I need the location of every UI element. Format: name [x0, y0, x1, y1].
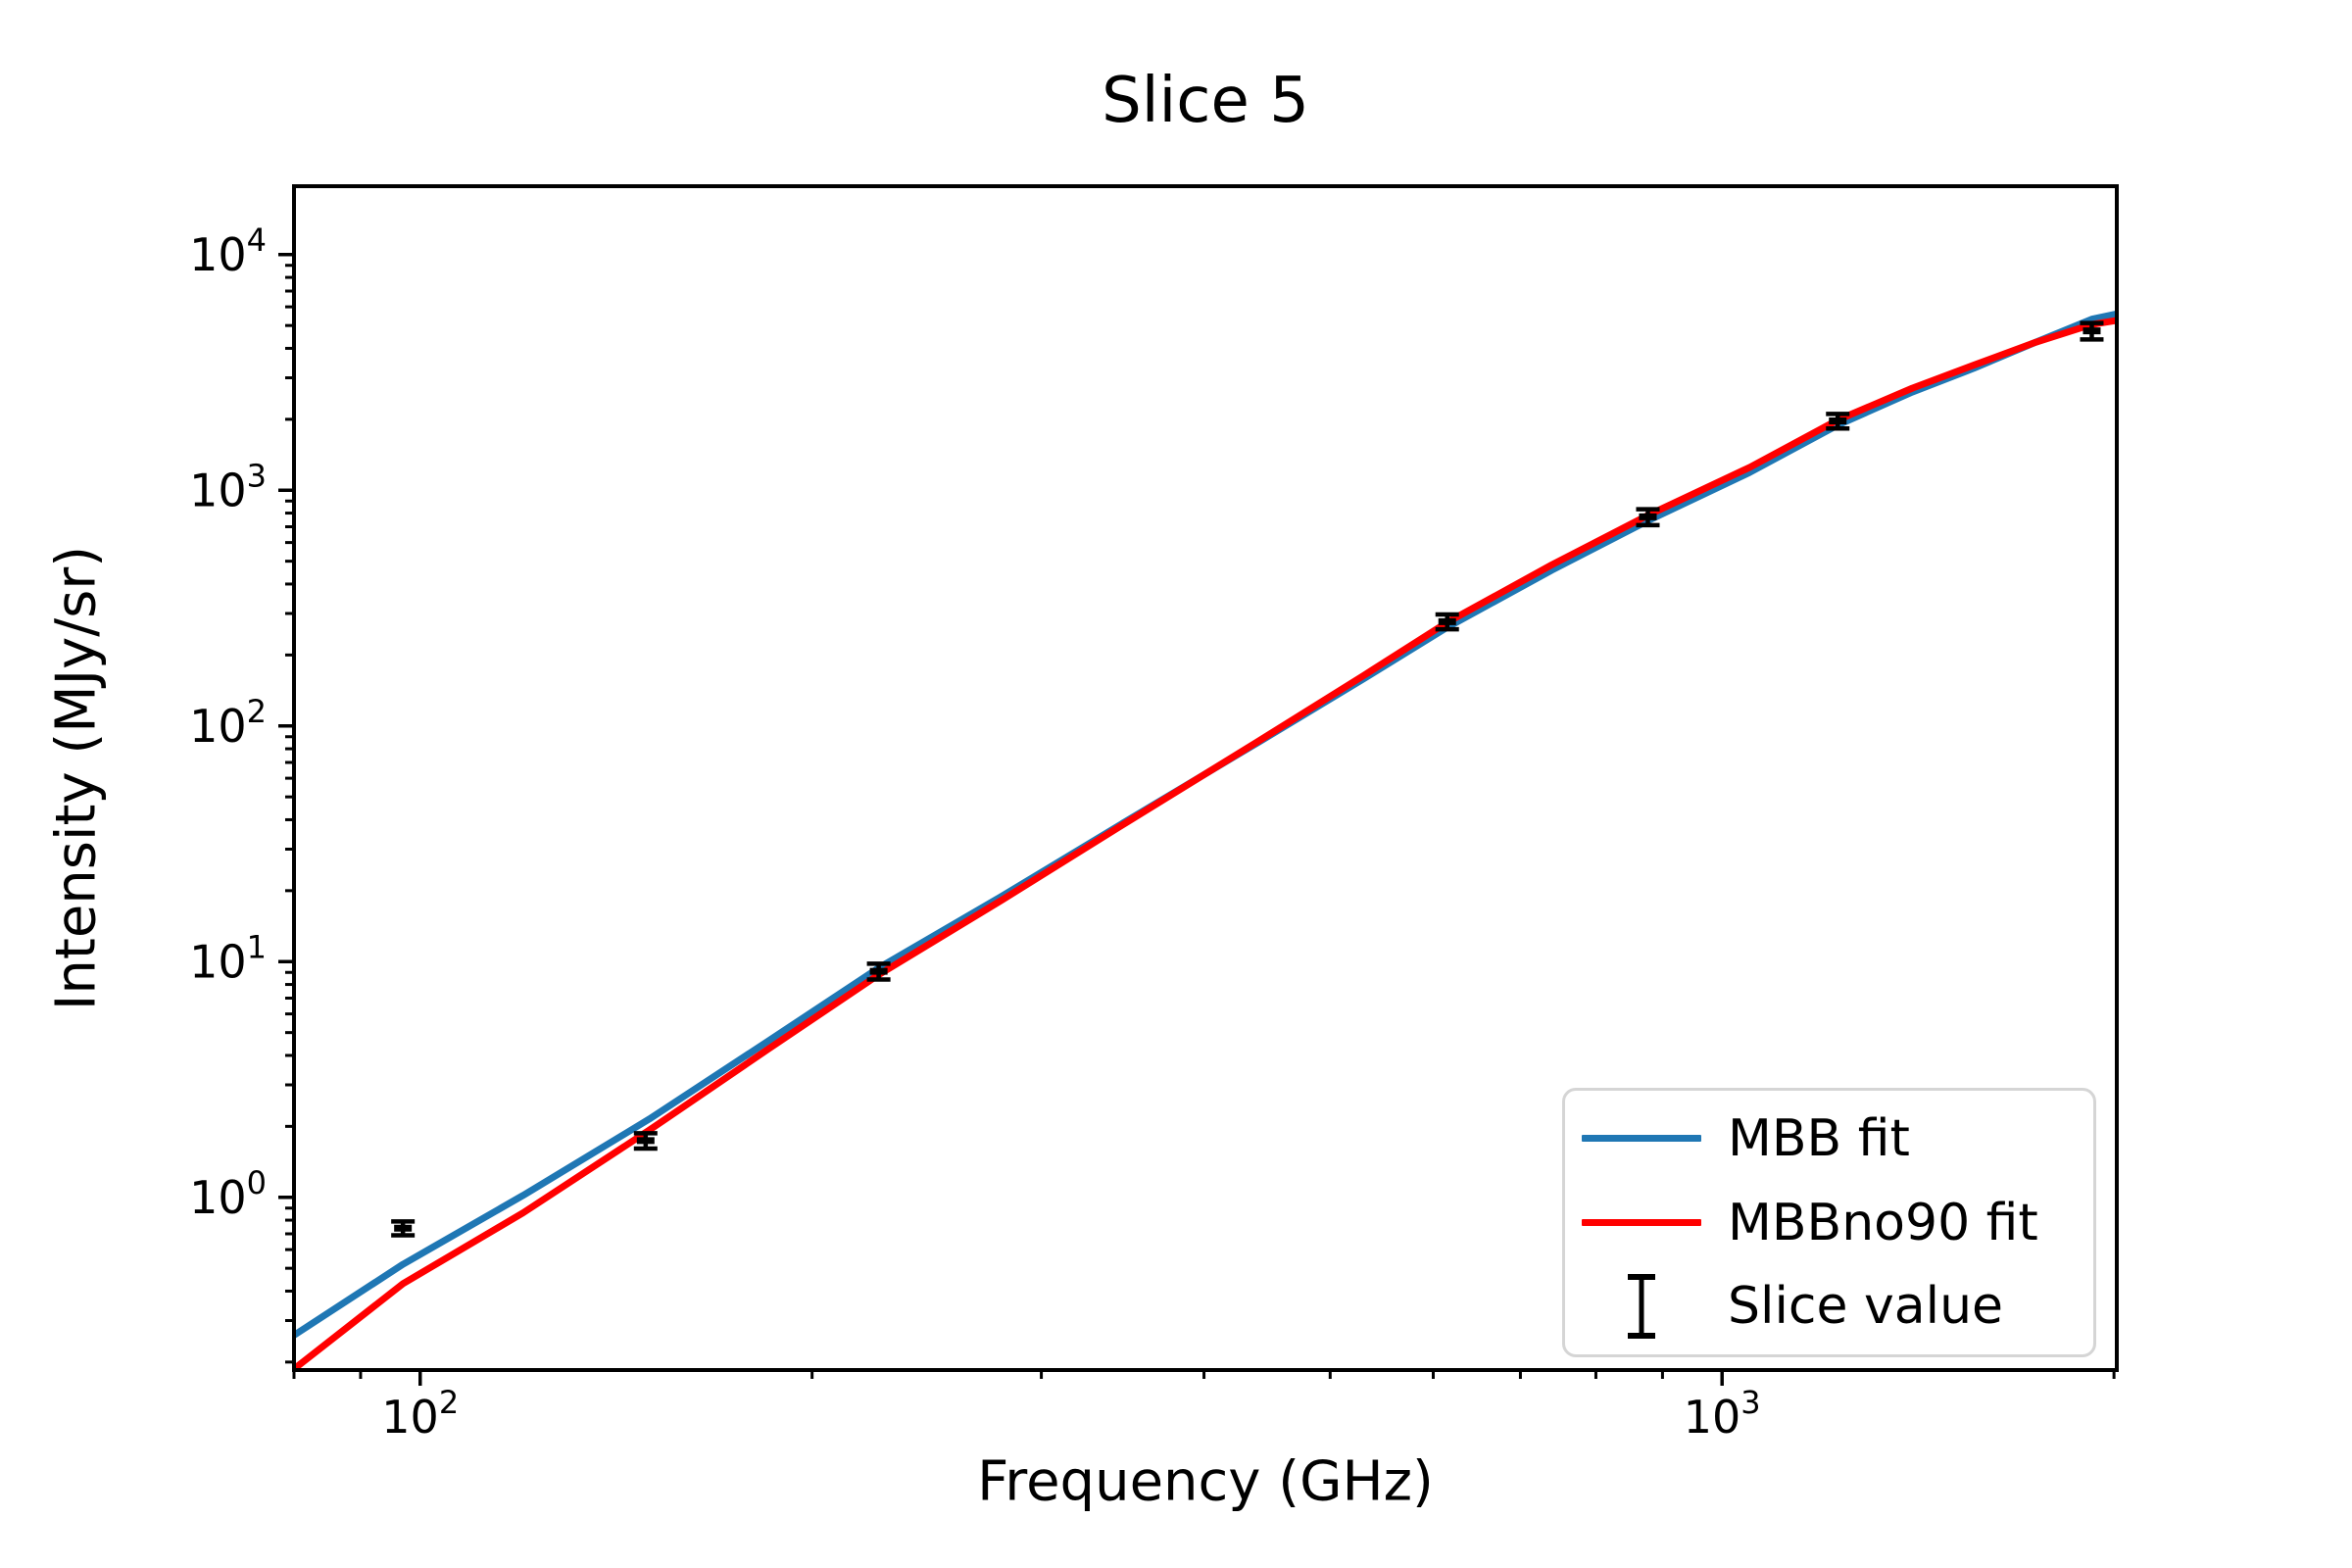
y-tick-label: 104	[189, 221, 267, 281]
errorbar-point	[1636, 507, 1660, 528]
y-tick-label: 101	[189, 928, 267, 988]
errorbar-point	[866, 961, 891, 982]
mbbno90-fit-line-swatch-icon	[1582, 1219, 1701, 1226]
y-tick-label: 103	[189, 457, 267, 516]
legend-label-mbbno90-fit: MBBno90 fit	[1728, 1193, 2038, 1252]
legend-entry-slice-value: Slice value	[1581, 1264, 2078, 1348]
plot-frame	[292, 184, 2119, 1372]
errorbar-point	[633, 1131, 658, 1152]
legend-entry-mbb-fit: MBB fit	[1581, 1097, 2078, 1181]
errorbar-cap	[1628, 1274, 1655, 1281]
errorbar-swatch-icon	[1628, 1274, 1655, 1340]
y-axis-label: Intensity (MJy/sr)	[44, 545, 109, 1011]
chart-title: Slice 5	[1102, 65, 1309, 137]
errorbar-stem	[1639, 1274, 1644, 1340]
x-axis-label: Frequency (GHz)	[977, 1449, 1434, 1514]
y-tick-label: 102	[189, 693, 267, 753]
errorbar-point	[1435, 612, 1459, 632]
x-tick-label: 102	[381, 1384, 459, 1444]
legend-entry-mbbno90-fit: MBBno90 fit	[1581, 1181, 2078, 1265]
mbbno90-fit-curve	[294, 317, 2117, 1370]
errorbar-point	[1826, 412, 1850, 431]
legend: MBB fit MBBno90 fit Slice value	[1562, 1088, 2096, 1357]
x-tick-label: 103	[1684, 1384, 1761, 1444]
legend-swatch-zone	[1581, 1219, 1702, 1226]
errorbar-point	[2080, 320, 2104, 342]
legend-label-mbb-fit: MBB fit	[1728, 1108, 1910, 1168]
y-tick-label: 100	[189, 1164, 267, 1224]
mbb-fit-line-swatch-icon	[1582, 1135, 1701, 1143]
legend-label-slice-value: Slice value	[1728, 1277, 2004, 1337]
legend-swatch-zone	[1581, 1274, 1702, 1340]
errorbar-point	[391, 1219, 416, 1238]
legend-swatch-zone	[1581, 1135, 1702, 1143]
errorbar-cap	[1628, 1333, 1655, 1340]
